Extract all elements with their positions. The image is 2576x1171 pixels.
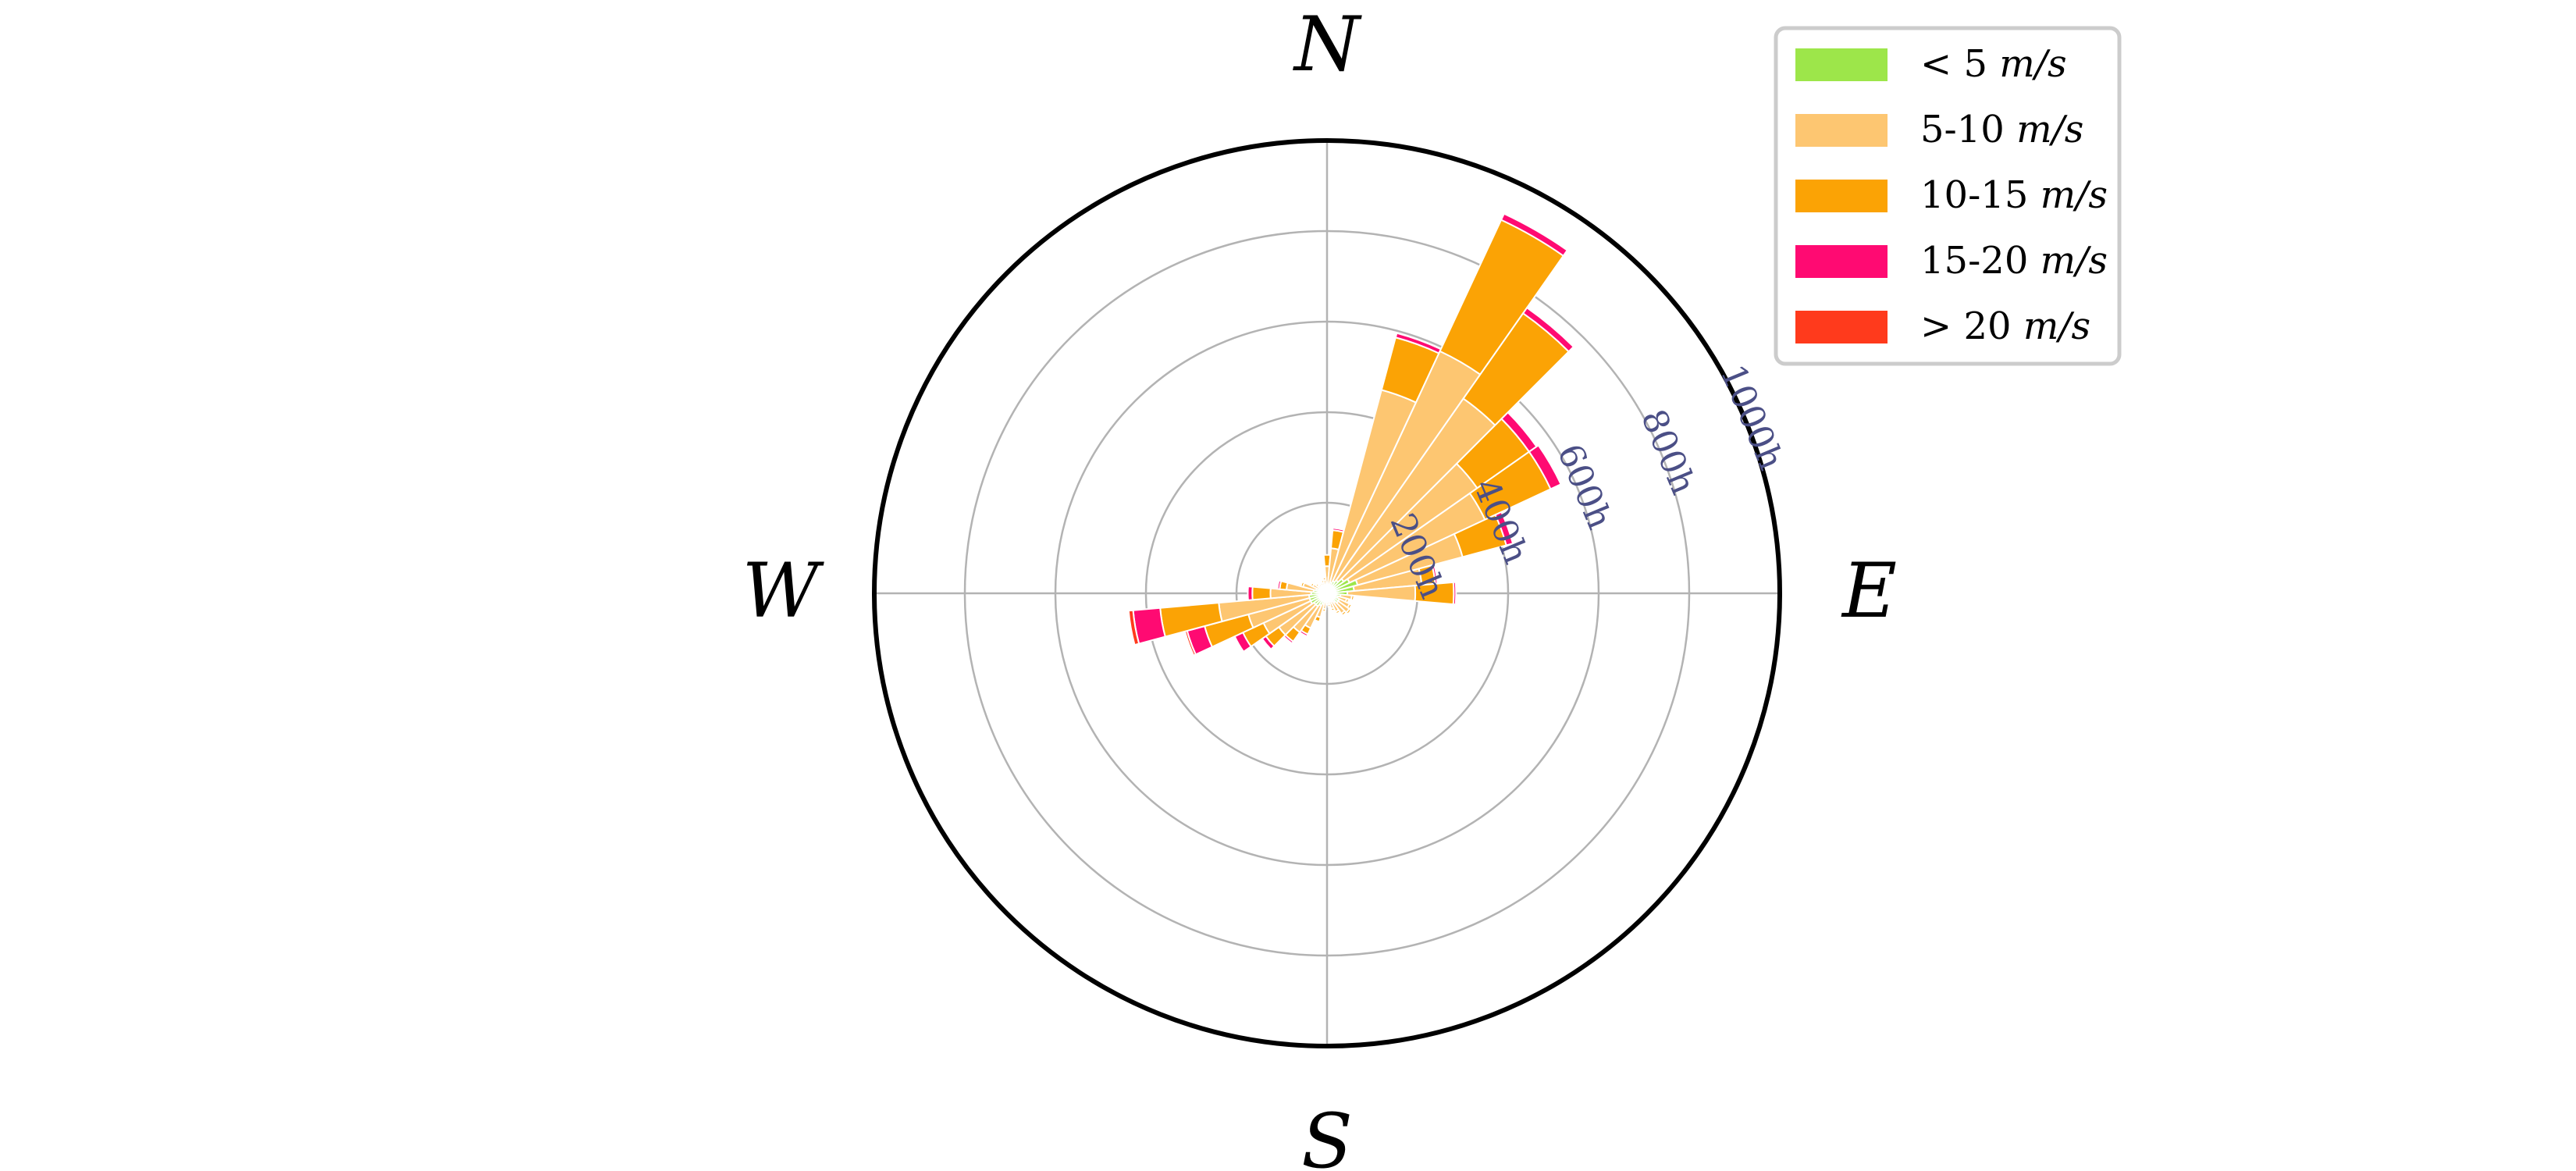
legend-unit: m/s — [2041, 239, 2108, 283]
bar-290-10to15 — [1300, 580, 1306, 588]
bar-90-15to20 — [1452, 581, 1457, 606]
bar-70-15to20 — [1494, 511, 1514, 546]
direction-label-n: N — [1293, 1, 1362, 88]
legend-swatch-1 — [1795, 114, 1888, 147]
legend-swatch-2 — [1795, 180, 1888, 212]
legend-label-2: 10-15 m/s — [1920, 173, 2108, 217]
legend-unit: m/s — [2023, 304, 2090, 348]
bar-310-10to15 — [1315, 582, 1321, 589]
legend-label-0: < 5 m/s — [1920, 42, 2067, 86]
polar-frame — [872, 138, 1782, 1048]
bar-30-15to20 — [1500, 212, 1569, 258]
bar-270-10to15 — [1251, 586, 1272, 601]
bar-150-10to15 — [1334, 608, 1342, 615]
radial-tick-label-1000: 1000h — [1713, 359, 1791, 475]
bar-350-10to15 — [1322, 576, 1327, 582]
legend-label-1: 5-10 m/s — [1920, 108, 2083, 151]
bar-40-15to20 — [1521, 306, 1575, 353]
legend-range: < 5 — [1920, 42, 1999, 86]
bar-280-15to20 — [1276, 579, 1283, 590]
legend-range: 10-15 — [1920, 173, 2041, 217]
bar-100-10to15 — [1350, 594, 1355, 602]
direction-label-s: S — [1301, 1098, 1353, 1171]
legend-unit: m/s — [2016, 108, 2083, 151]
legend-swatch-0 — [1795, 48, 1888, 81]
legend-range: 5-10 — [1920, 108, 2016, 151]
bar-260-gt20 — [1127, 609, 1140, 646]
direction-label-e: E — [1841, 547, 1897, 635]
legend-range: > 20 — [1920, 304, 2023, 348]
legend-unit: m/s — [1999, 42, 2066, 86]
legend-swatch-3 — [1795, 245, 1888, 278]
bar-130-10to15 — [1345, 607, 1353, 616]
legend-label-3: 15-20 m/s — [1920, 239, 2108, 283]
legend-range: 15-20 — [1920, 239, 2041, 283]
legend-box — [1774, 26, 2122, 366]
bar-160-10to15 — [1330, 607, 1336, 612]
wind-bars — [1127, 212, 1575, 657]
bar-300-10to15 — [1309, 582, 1315, 588]
bar-60-15to20 — [1528, 443, 1562, 490]
legend-swatch-4 — [1795, 311, 1888, 343]
bar-270-15to20 — [1247, 586, 1254, 601]
legend-label-4: > 20 m/s — [1920, 304, 2090, 348]
direction-label-w: W — [742, 547, 825, 635]
direction-labels: N E S W — [742, 1, 1897, 1171]
radial-tick-label-600: 600h — [1550, 439, 1620, 535]
legend: < 5 m/s5-10 m/s10-15 m/s15-20 m/s> 20 m/… — [1774, 26, 2122, 366]
radial-tick-label-800: 800h — [1633, 404, 1703, 500]
legend-unit: m/s — [2041, 173, 2108, 217]
bar-140-10to15 — [1340, 610, 1348, 617]
